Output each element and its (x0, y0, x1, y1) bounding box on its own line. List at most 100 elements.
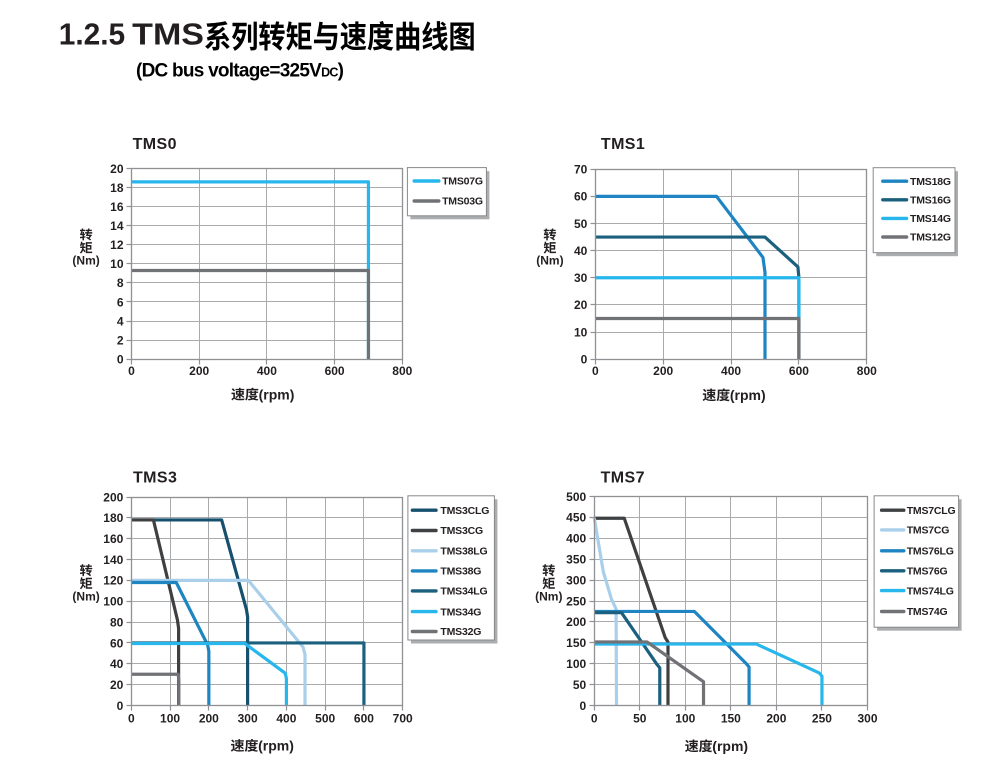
svg-text:600: 600 (789, 364, 809, 378)
svg-text:800: 800 (392, 364, 412, 378)
svg-text:100: 100 (160, 712, 180, 726)
svg-text:TMS34G: TMS34G (440, 606, 481, 618)
svg-text:600: 600 (354, 712, 374, 726)
svg-text:TMS16G: TMS16G (910, 195, 951, 207)
svg-text:TMS18G: TMS18G (910, 176, 951, 188)
svg-text:0: 0 (117, 699, 124, 713)
svg-text:400: 400 (566, 532, 586, 546)
svg-text:TMS07G: TMS07G (442, 176, 483, 188)
svg-text:350: 350 (566, 553, 586, 567)
svg-text:50: 50 (573, 678, 587, 692)
svg-text:TMS1: TMS1 (601, 136, 645, 153)
svg-text:10: 10 (110, 257, 124, 271)
svg-text:200: 200 (103, 490, 123, 504)
svg-text:20: 20 (110, 162, 124, 176)
svg-text:6: 6 (117, 295, 124, 309)
svg-text:TMS0: TMS0 (133, 136, 177, 153)
svg-text:18: 18 (110, 181, 124, 195)
svg-text:TMS38G: TMS38G (440, 566, 481, 578)
svg-text:50: 50 (574, 217, 588, 231)
svg-text:TMS38LG: TMS38LG (440, 546, 487, 558)
svg-text:20: 20 (110, 678, 124, 692)
svg-text:30: 30 (574, 271, 588, 285)
svg-text:400: 400 (276, 712, 296, 726)
svg-text:100: 100 (675, 712, 695, 726)
svg-text:400: 400 (257, 364, 277, 378)
svg-text:(Nm): (Nm) (72, 254, 99, 268)
svg-text:TMS74LG: TMS74LG (907, 585, 954, 597)
svg-text:60: 60 (574, 190, 588, 204)
svg-text:0: 0 (117, 353, 124, 367)
svg-text:(rpm): (rpm) (259, 386, 295, 402)
svg-text:TMS7CLG: TMS7CLG (907, 505, 956, 517)
svg-text:600: 600 (325, 364, 345, 378)
svg-text:TMS76G: TMS76G (907, 566, 948, 578)
svg-text:14: 14 (110, 219, 124, 233)
svg-text:TMS32G: TMS32G (440, 626, 481, 638)
svg-text:TMS76LG: TMS76LG (907, 546, 954, 558)
svg-text:0: 0 (580, 699, 587, 713)
svg-text:200: 200 (766, 712, 786, 726)
svg-text:(Nm): (Nm) (536, 254, 563, 268)
svg-text:450: 450 (566, 511, 586, 525)
svg-text:TMS3CLG: TMS3CLG (440, 505, 489, 517)
svg-text:500: 500 (315, 712, 335, 726)
svg-text:12: 12 (110, 238, 124, 252)
svg-text:60: 60 (110, 636, 124, 650)
svg-text:700: 700 (393, 712, 413, 726)
svg-text:500: 500 (566, 490, 586, 504)
svg-text:50: 50 (633, 712, 647, 726)
svg-text:8: 8 (117, 276, 124, 290)
svg-text:TMS7CG: TMS7CG (907, 525, 950, 537)
svg-text:200: 200 (199, 712, 219, 726)
svg-text:TMS12G: TMS12G (910, 232, 951, 244)
svg-text:(Nm): (Nm) (535, 589, 562, 603)
svg-text:100: 100 (566, 657, 586, 671)
svg-text:TMS7: TMS7 (601, 470, 645, 487)
svg-text:(DC bus voltage=325VDC): (DC bus voltage=325VDC) (136, 61, 344, 82)
svg-text:250: 250 (812, 712, 832, 726)
svg-text:150: 150 (721, 712, 741, 726)
svg-text:10: 10 (574, 325, 588, 339)
svg-text:200: 200 (566, 615, 586, 629)
svg-text:(rpm): (rpm) (730, 387, 766, 403)
svg-text:250: 250 (566, 594, 586, 608)
svg-text:4: 4 (117, 314, 124, 328)
svg-text:800: 800 (857, 364, 877, 378)
svg-text:400: 400 (721, 364, 741, 378)
svg-text:TMS3CG: TMS3CG (440, 525, 483, 537)
svg-text:TMS34LG: TMS34LG (440, 586, 487, 598)
svg-text:0: 0 (591, 712, 598, 726)
svg-text:TMS74G: TMS74G (907, 606, 948, 618)
svg-text:(Nm): (Nm) (72, 589, 99, 603)
svg-text:140: 140 (103, 553, 123, 567)
svg-text:16: 16 (110, 200, 124, 214)
svg-text:0: 0 (128, 712, 135, 726)
svg-text:(rpm): (rpm) (258, 738, 294, 754)
svg-text:300: 300 (857, 712, 877, 726)
svg-text:0: 0 (592, 364, 599, 378)
svg-text:TMS14G: TMS14G (910, 213, 951, 225)
svg-text:160: 160 (103, 532, 123, 546)
svg-text:200: 200 (653, 364, 673, 378)
svg-text:0: 0 (581, 353, 588, 367)
svg-text:120: 120 (103, 574, 123, 588)
svg-text:20: 20 (574, 298, 588, 312)
svg-text:(rpm): (rpm) (712, 738, 748, 754)
svg-text:2: 2 (117, 333, 124, 347)
svg-text:0: 0 (128, 364, 135, 378)
svg-text:TMS: TMS (132, 17, 204, 52)
svg-text:200: 200 (189, 364, 209, 378)
svg-text:40: 40 (574, 244, 588, 258)
svg-text:180: 180 (103, 511, 123, 525)
svg-text:100: 100 (103, 595, 123, 609)
svg-text:300: 300 (238, 712, 258, 726)
svg-text:TMS3: TMS3 (133, 470, 177, 487)
svg-text:1.2.5: 1.2.5 (59, 17, 126, 52)
svg-text:TMS03G: TMS03G (442, 196, 483, 208)
svg-text:70: 70 (574, 163, 588, 177)
svg-text:80: 80 (110, 615, 124, 629)
svg-text:150: 150 (566, 636, 586, 650)
svg-text:40: 40 (110, 657, 124, 671)
svg-text:300: 300 (566, 573, 586, 587)
